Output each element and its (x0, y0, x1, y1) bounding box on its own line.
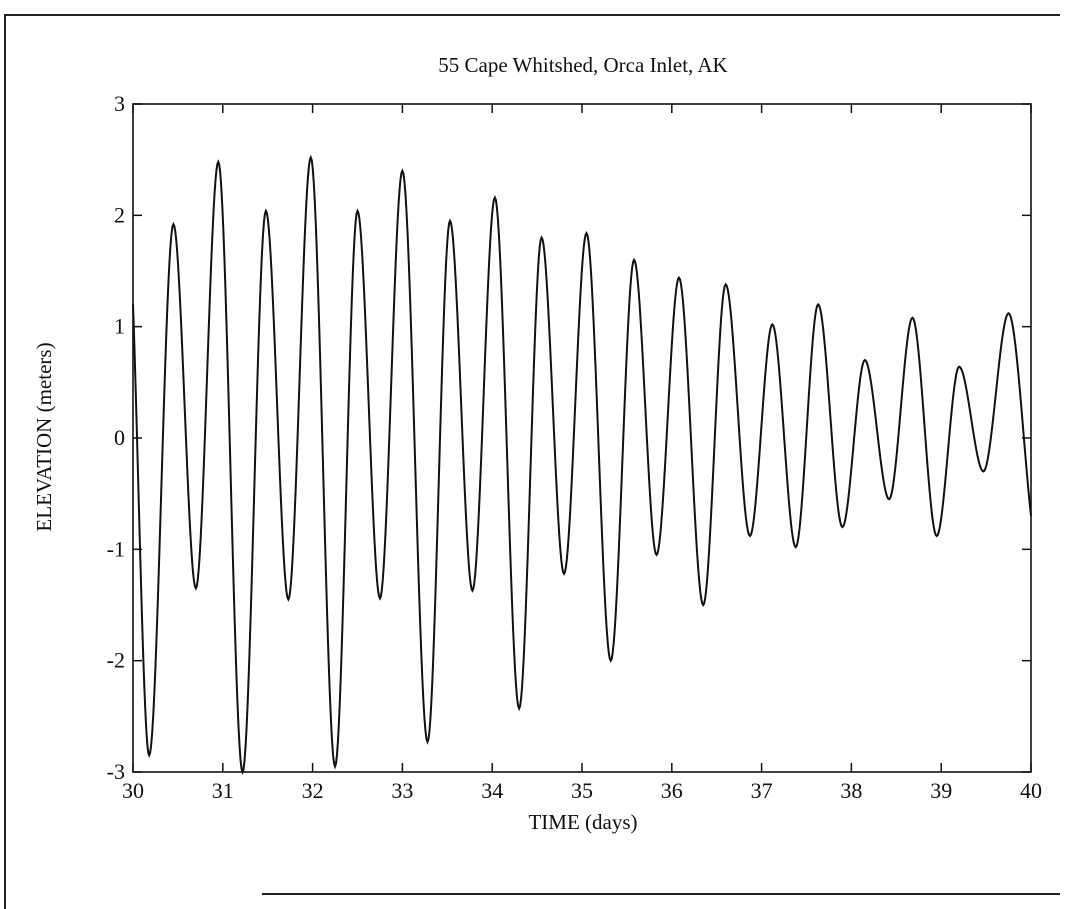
y-tick-label-2: -1 (107, 536, 125, 561)
y-tick-label-5: 2 (114, 202, 125, 227)
tick-group (132, 103, 1032, 773)
x-tick-label-4: 34 (481, 778, 503, 803)
x-tick-label-3: 33 (391, 778, 413, 803)
x-tick-label-6: 36 (661, 778, 683, 803)
x-tick-label-2: 32 (302, 778, 324, 803)
frame-bottom-border (262, 893, 1060, 895)
series-line (132, 154, 1032, 776)
plot-area (132, 103, 1032, 773)
x-axis-label: TIME (days) (528, 810, 637, 834)
x-tick-label-9: 39 (930, 778, 952, 803)
chart-title: 55 Cape Whitshed, Orca Inlet, AK (438, 53, 727, 77)
x-tick-label-8: 38 (840, 778, 862, 803)
x-tick-label-5: 35 (571, 778, 593, 803)
tick-label-group: 30 31 32 33 34 35 36 37 38 39 40 -3 -2 -1 0 1 2 3 (107, 91, 1042, 803)
y-tick-label-3: 0 (114, 425, 125, 450)
x-tick-label-0: 30 (122, 778, 144, 803)
y-tick-label-6: 3 (114, 91, 125, 116)
x-tick-label-1: 31 (212, 778, 234, 803)
x-tick-label-10: 40 (1020, 778, 1042, 803)
frame-left-border (4, 14, 6, 909)
frame-top-border (4, 14, 1060, 16)
x-tick-label-7: 37 (751, 778, 773, 803)
y-tick-label-0: -3 (107, 759, 125, 784)
y-tick-label-4: 1 (114, 314, 125, 339)
y-tick-label-1: -2 (107, 648, 125, 673)
y-axis-label: ELEVATION (meters) (32, 342, 56, 531)
